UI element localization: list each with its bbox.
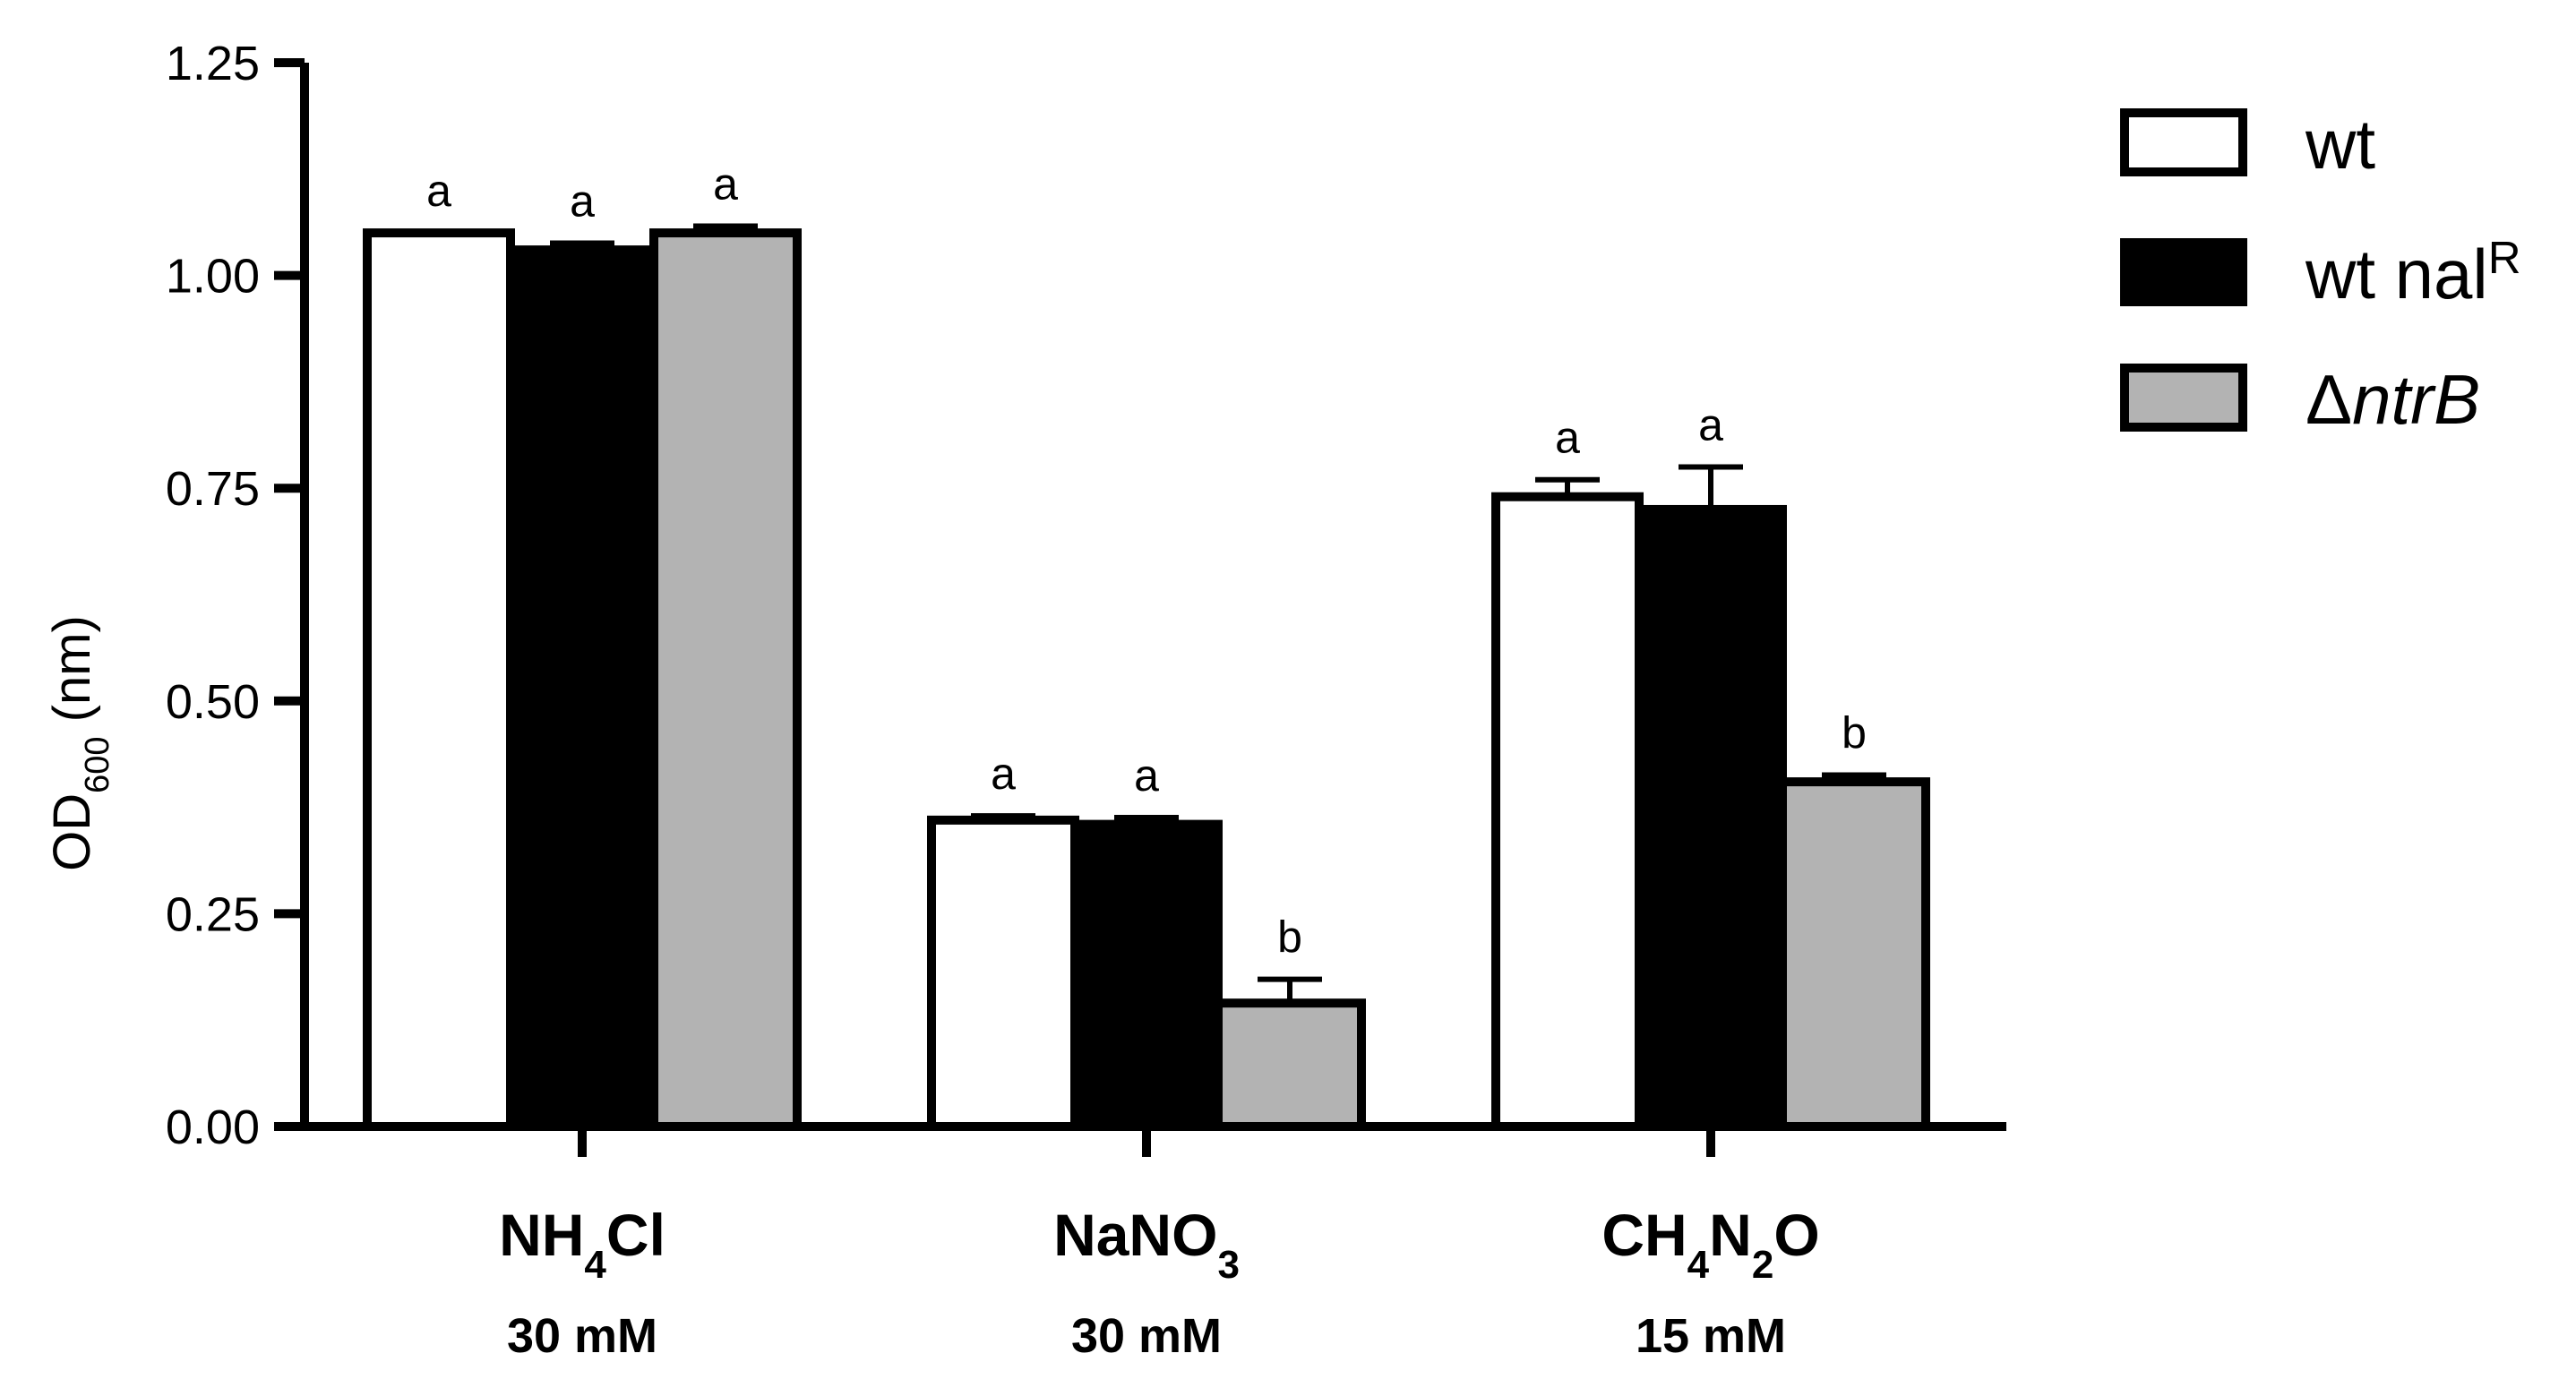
- legend: wt wt nalR ΔntrB: [2120, 105, 2521, 439]
- legend-swatch-2: [2120, 238, 2247, 306]
- concentration-label-2: 30 mM: [1071, 1309, 1222, 1363]
- significance-label-1-3: a: [1555, 413, 1580, 463]
- significance-label-2-2: a: [1134, 750, 1159, 801]
- y-tick-label-3: 0.75: [166, 462, 260, 516]
- bar-1-2: [927, 815, 1079, 1132]
- legend-label-3: ΔntrB: [2306, 360, 2480, 439]
- concentration-label-1: 30 mM: [507, 1309, 657, 1363]
- legend-label-1: wt: [2305, 105, 2375, 184]
- legend-swatch-3: [2120, 364, 2247, 432]
- significance-labels-layer: a a a a a a a b b: [426, 158, 1867, 962]
- bar-3-3: [1778, 777, 1930, 1131]
- y-tick-label-5: 1.25: [166, 37, 260, 90]
- bars-layer: [363, 228, 1930, 1132]
- bar-1-1: [363, 228, 515, 1131]
- bar-2-2: [1070, 819, 1223, 1131]
- bar-1-3: [1491, 492, 1644, 1131]
- y-tick-label-0: 0.00: [166, 1101, 260, 1154]
- bar-3-2: [1214, 998, 1366, 1132]
- bar-3-1: [649, 228, 802, 1131]
- legend-swatch-1: [2120, 108, 2247, 176]
- legend-label-2: wt nalR: [2305, 232, 2521, 314]
- significance-label-2-1: a: [570, 176, 595, 226]
- concentration-label-3: 15 mM: [1636, 1309, 1786, 1363]
- y-axis-label: OD600 (nm): [43, 615, 116, 871]
- bar-2-1: [506, 245, 658, 1131]
- significance-label-1-2: a: [991, 749, 1016, 799]
- x-category-label-3: CH4N2O: [1601, 1202, 1819, 1287]
- x-category-label-1: NH4Cl: [499, 1202, 665, 1287]
- bar-2-3: [1635, 504, 1787, 1131]
- axes-layer: 0.00 0.25 0.50 0.75 1.00 1.25 NH4Cl 30 mM NaNO3 3…: [166, 37, 2006, 1363]
- significance-label-1-1: a: [426, 166, 451, 216]
- y-tick-label-1: 0.25: [166, 887, 260, 941]
- y-tick-label-2: 0.50: [166, 675, 260, 729]
- x-category-label-2: NaNO3: [1053, 1202, 1240, 1287]
- significance-label-3-3: b: [1842, 707, 1867, 758]
- significance-label-3-2: b: [1277, 912, 1302, 963]
- error-bars-layer: [550, 223, 1886, 1004]
- significance-label-3-1: a: [713, 158, 738, 209]
- significance-label-2-3: a: [1698, 399, 1723, 450]
- y-tick-label-4: 1.00: [166, 250, 260, 304]
